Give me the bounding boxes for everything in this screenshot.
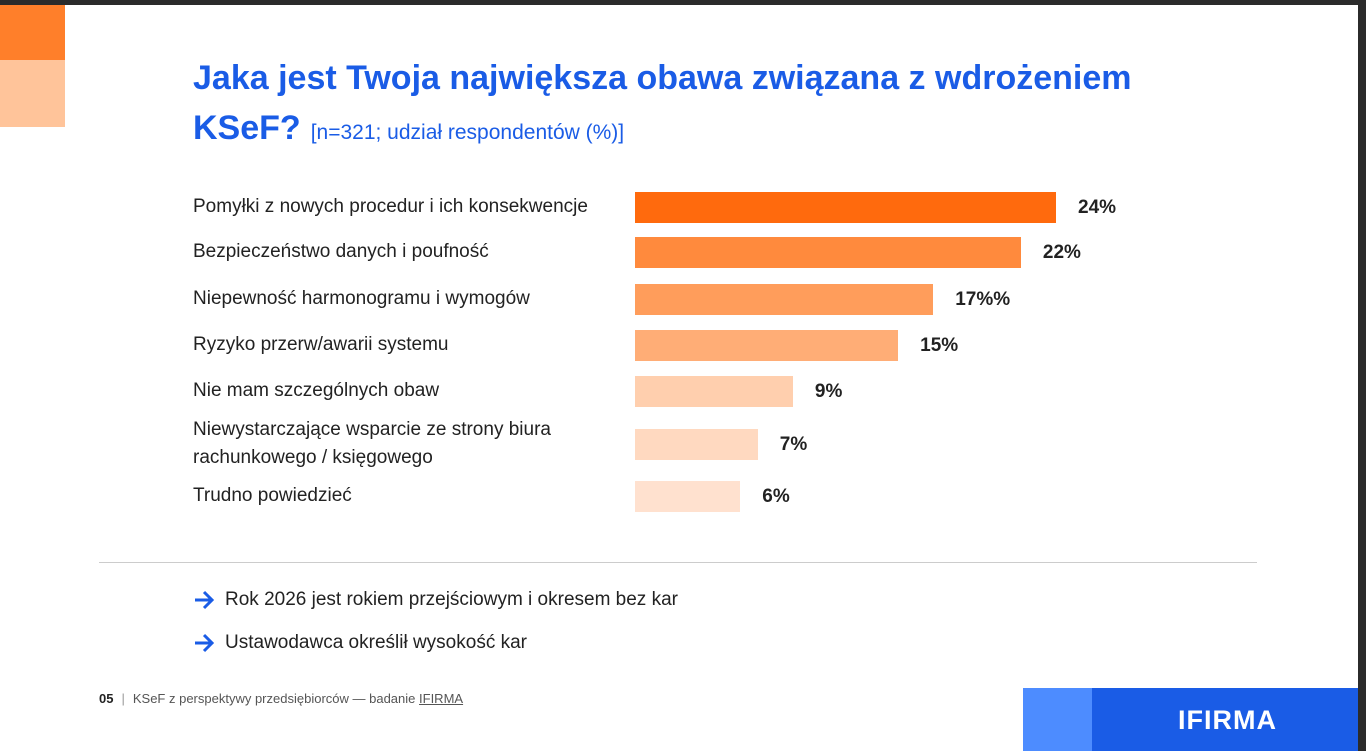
bar xyxy=(635,428,758,460)
bullet-text: Ustawodawca określił wysokość kar xyxy=(225,632,527,653)
bar xyxy=(635,375,793,407)
footer: 05 | KSeF z perspektywy przedsiębiorców — … xyxy=(99,691,464,706)
category-label: Bezpieczeństwo danych i poufność xyxy=(193,241,489,262)
arrow-icon xyxy=(195,633,215,653)
slide: Jaka jest Twoja największa obawa związan… xyxy=(0,5,1358,751)
category-label: Pomyłki z nowych procedur i ich konsekwe… xyxy=(193,196,588,217)
value-label: 6% xyxy=(762,485,790,507)
category-label: Niepewność harmonogramu i wymogów xyxy=(193,288,530,309)
value-label: 9% xyxy=(814,380,843,402)
value-label: 15% xyxy=(920,334,959,356)
bullet-text: Rok 2026 jest rokiem przejściowym i okre… xyxy=(225,589,678,610)
category-label: Niewystarczające wsparcie ze strony biur… xyxy=(193,419,551,468)
value-label: 22% xyxy=(1042,241,1081,263)
bullet: Rok 2026 jest rokiem przejściowym i okre… xyxy=(193,585,678,615)
chart-subtitle: [n=321; udział respondentów (%)] xyxy=(310,121,625,144)
logo: IFIRMA xyxy=(1178,705,1277,735)
footer-link[interactable]: IFIRMA xyxy=(419,691,464,706)
value-label: 7% xyxy=(779,433,808,455)
deco-block xyxy=(0,5,65,60)
value-label: 17%% xyxy=(955,288,1011,310)
deco-block xyxy=(1023,688,1092,751)
logo-block xyxy=(1092,688,1358,751)
chart-title: Jaka jest Twoja największa obawa związan… xyxy=(193,59,1132,147)
page-number: 05 xyxy=(99,691,114,706)
footer-text: KSeF z perspektywy przedsiębiorców — bad… xyxy=(132,691,416,706)
bullet: Ustawodawca określił wysokość kar xyxy=(193,628,527,658)
value-label: 24% xyxy=(1078,196,1117,218)
bar xyxy=(635,329,899,361)
category-label: Nie mam szczególnych obaw xyxy=(193,380,440,401)
bar xyxy=(635,480,741,512)
bar xyxy=(635,191,1056,223)
title-block: Jaka jest Twoja największa obawa związan… xyxy=(193,53,1203,158)
deco-block xyxy=(0,60,65,127)
bar xyxy=(635,283,934,315)
divider xyxy=(99,562,1257,563)
bar xyxy=(635,236,1021,268)
category-label: Ryzyko przerw/awarii systemu xyxy=(193,334,449,355)
arrow-icon xyxy=(195,590,215,610)
category-label: Trudno powiedzieć xyxy=(193,485,352,506)
